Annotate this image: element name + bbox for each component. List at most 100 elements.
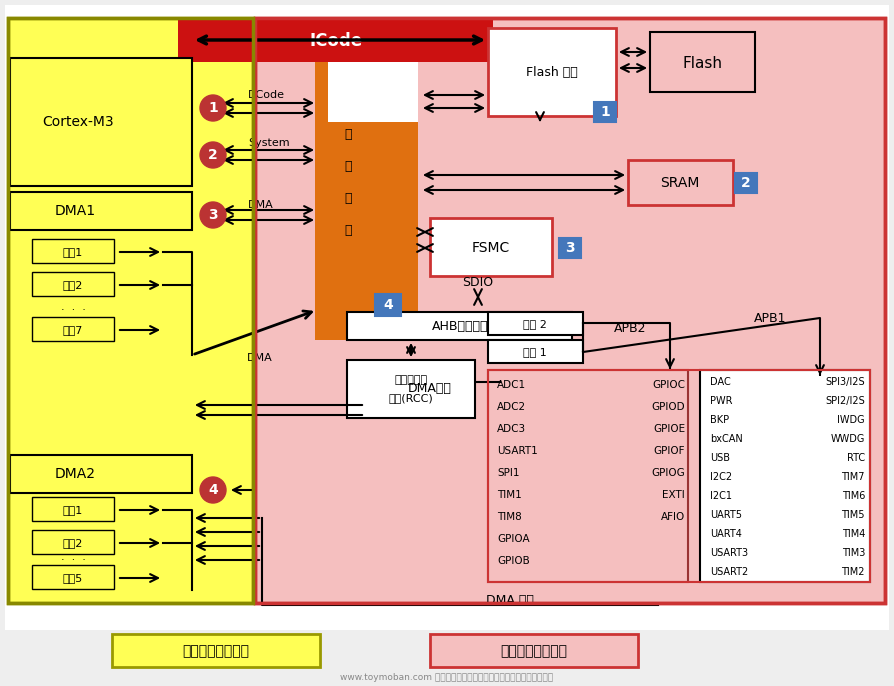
Text: 复位和时钟: 复位和时钟 — [394, 375, 427, 385]
Text: System: System — [248, 138, 290, 148]
Text: ·  ·  ·: · · · — [61, 305, 86, 315]
Bar — [488, 312, 583, 335]
Bar — [32, 272, 114, 296]
Text: 桥接 2: 桥接 2 — [523, 319, 547, 329]
Circle shape — [200, 95, 226, 121]
Text: TIM1: TIM1 — [497, 490, 522, 500]
Text: 通道1: 通道1 — [63, 505, 83, 515]
Bar — [10, 58, 192, 186]
Text: APB1: APB1 — [754, 311, 786, 324]
Text: TIM6: TIM6 — [841, 491, 865, 501]
Text: 矩: 矩 — [344, 193, 351, 206]
Text: APB2: APB2 — [614, 322, 646, 335]
Text: UART5: UART5 — [710, 510, 742, 520]
Circle shape — [200, 142, 226, 168]
Bar — [112, 634, 320, 667]
Text: TIM8: TIM8 — [497, 512, 522, 522]
Text: WWDG: WWDG — [831, 434, 865, 444]
Text: DMA2: DMA2 — [55, 467, 96, 481]
Text: 通道7: 通道7 — [63, 325, 83, 335]
Text: RTC: RTC — [847, 453, 865, 463]
Text: ICode: ICode — [309, 32, 363, 50]
Bar — [10, 192, 192, 230]
Text: 2: 2 — [741, 176, 751, 190]
Text: USART3: USART3 — [710, 548, 748, 558]
Text: 粉色表示被动单元: 粉色表示被动单元 — [501, 644, 568, 658]
Text: 通道2: 通道2 — [63, 280, 83, 290]
Text: www.toymoban.com 网络图片仅供展示，非存储，如有侵权请联系删除: www.toymoban.com 网络图片仅供展示，非存储，如有侵权请联系删除 — [341, 674, 553, 683]
Bar — [8, 18, 253, 603]
Text: GPIOC: GPIOC — [652, 380, 685, 390]
Bar — [347, 312, 572, 340]
Text: DMA 请求: DMA 请求 — [486, 593, 534, 606]
Text: SDIO: SDIO — [462, 276, 493, 289]
Text: DMA: DMA — [247, 353, 273, 363]
Bar — [430, 634, 638, 667]
Bar — [700, 370, 870, 582]
Text: GPIOD: GPIOD — [652, 402, 685, 412]
Text: GPIOE: GPIOE — [653, 424, 685, 434]
Bar — [8, 18, 253, 603]
Text: GPIOB: GPIOB — [497, 556, 530, 566]
Text: GPIOF: GPIOF — [654, 446, 685, 456]
Text: AFIO: AFIO — [661, 512, 685, 522]
Text: I2C1: I2C1 — [710, 491, 732, 501]
Text: DMA: DMA — [248, 200, 274, 210]
Text: SPI2/I2S: SPI2/I2S — [825, 396, 865, 406]
Text: 线: 线 — [344, 161, 351, 174]
Bar — [628, 160, 733, 205]
Text: GPIOG: GPIOG — [651, 468, 685, 478]
Text: I2C2: I2C2 — [710, 472, 732, 482]
Text: Cortex-M3: Cortex-M3 — [42, 115, 114, 129]
Text: ADC3: ADC3 — [497, 424, 527, 434]
Text: TIM4: TIM4 — [841, 529, 865, 539]
Bar — [32, 317, 114, 341]
Bar — [255, 18, 885, 603]
Text: 桥接 1: 桥接 1 — [523, 347, 547, 357]
Text: SRAM: SRAM — [661, 176, 700, 190]
Text: DAC: DAC — [710, 377, 730, 387]
Bar — [594, 102, 616, 122]
Text: SPI1: SPI1 — [497, 468, 519, 478]
Text: ADC1: ADC1 — [497, 380, 527, 390]
Text: USB: USB — [710, 453, 730, 463]
Bar — [32, 530, 114, 554]
Text: 通道1: 通道1 — [63, 247, 83, 257]
Text: FSMC: FSMC — [472, 241, 510, 255]
Text: TIM5: TIM5 — [841, 510, 865, 520]
Bar — [559, 238, 581, 258]
Bar — [488, 28, 616, 116]
Bar — [10, 455, 192, 493]
Text: USART1: USART1 — [497, 446, 538, 456]
Text: 4: 4 — [384, 298, 392, 312]
Text: GPIOA: GPIOA — [497, 534, 529, 544]
Bar — [347, 360, 475, 418]
Bar — [178, 18, 493, 62]
Text: 阵: 阵 — [344, 224, 351, 237]
Text: 通道5: 通道5 — [63, 573, 83, 583]
Text: ADC2: ADC2 — [497, 402, 527, 412]
Bar — [488, 340, 583, 363]
Bar — [430, 218, 552, 276]
Text: UART4: UART4 — [710, 529, 742, 539]
Text: 总: 总 — [344, 128, 351, 141]
Text: 1: 1 — [208, 101, 218, 115]
Bar — [735, 173, 757, 193]
Text: 控制(RCC): 控制(RCC) — [389, 393, 434, 403]
Text: 2: 2 — [208, 148, 218, 162]
Text: 通道2: 通道2 — [63, 538, 83, 548]
Text: 3: 3 — [208, 208, 218, 222]
Text: BKP: BKP — [710, 415, 730, 425]
Bar — [488, 370, 688, 582]
Text: DMA请求: DMA请求 — [408, 381, 452, 394]
Text: DCode: DCode — [248, 90, 285, 100]
Text: SPI3/I2S: SPI3/I2S — [825, 377, 865, 387]
Bar — [375, 294, 401, 316]
Bar — [32, 239, 114, 263]
Text: TIM3: TIM3 — [841, 548, 865, 558]
Text: TIM7: TIM7 — [841, 472, 865, 482]
Text: AHB系统总线: AHB系统总线 — [432, 320, 488, 333]
Bar — [650, 32, 755, 92]
Text: EXTI: EXTI — [662, 490, 685, 500]
Text: PWR: PWR — [710, 396, 732, 406]
